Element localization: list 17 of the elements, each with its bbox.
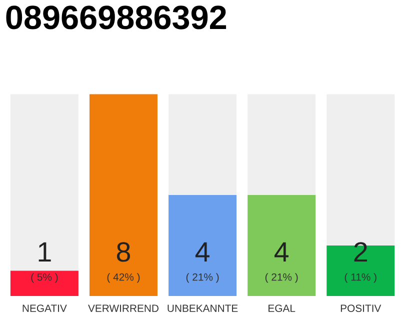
data-label: 4 [274,242,288,262]
bar [10,270,78,296]
annotation: ( 11% ) [344,273,376,283]
annotation: ( 42% ) [107,273,140,283]
data-label: 8 [116,242,130,262]
annotation: ( 21% ) [265,273,298,283]
annotation: ( 5% ) [31,273,58,283]
x-tick-label: NEGATIV [22,304,67,312]
annotation: ( 21% ) [186,273,219,283]
x-tick-label: POSITIV [340,304,382,312]
x-tick-label: UNBEKANNTE [168,304,238,312]
chart-title: 089669886392 [6,6,226,30]
data-label: 4 [195,242,210,262]
data-label: 1 [38,242,51,262]
x-tick-label: VERWIRREND [88,304,158,312]
data-label: 2 [354,242,367,262]
x-tick-label: EGAL [268,304,296,312]
